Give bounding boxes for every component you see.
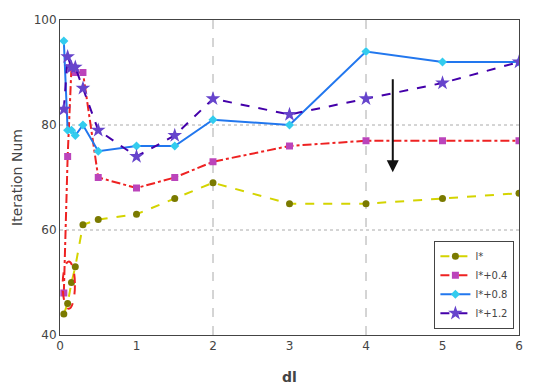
svg-text:l*+1.2: l*+1.2 (475, 308, 507, 319)
svg-text:80: 80 (41, 118, 56, 132)
svg-text:Iteration Num: Iteration Num (9, 129, 25, 226)
svg-text:6: 6 (515, 339, 523, 353)
svg-text:5: 5 (439, 339, 447, 353)
svg-text:3: 3 (286, 339, 294, 353)
svg-text:2: 2 (209, 339, 217, 353)
svg-text:40: 40 (41, 328, 56, 342)
svg-text:dl: dl (282, 369, 297, 385)
svg-text:l*+0.8: l*+0.8 (475, 289, 507, 300)
svg-text:100: 100 (34, 13, 57, 27)
svg-text:1: 1 (133, 339, 141, 353)
svg-text:l*: l* (475, 251, 483, 262)
svg-text:4: 4 (362, 339, 370, 353)
svg-text:60: 60 (41, 223, 56, 237)
svg-text:l*+0.4: l*+0.4 (475, 270, 507, 281)
svg-text:0: 0 (56, 339, 64, 353)
